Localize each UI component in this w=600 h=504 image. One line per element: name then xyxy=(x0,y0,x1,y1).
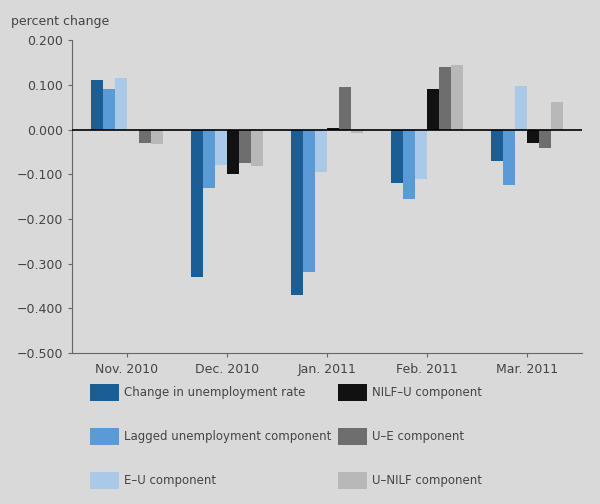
Bar xyxy=(539,130,551,148)
Text: U–NILF component: U–NILF component xyxy=(371,474,482,487)
Bar xyxy=(203,130,215,187)
Bar xyxy=(503,130,515,185)
Bar xyxy=(491,130,503,161)
Bar xyxy=(191,130,203,277)
Bar xyxy=(551,102,563,130)
Bar xyxy=(339,87,351,130)
Bar xyxy=(451,65,463,130)
Bar xyxy=(251,130,263,166)
Text: percent change: percent change xyxy=(11,15,109,28)
Bar xyxy=(427,89,439,130)
Bar xyxy=(115,78,127,130)
Bar xyxy=(391,130,403,183)
Text: E–U component: E–U component xyxy=(124,474,215,487)
FancyBboxPatch shape xyxy=(90,472,119,489)
Bar xyxy=(403,130,415,199)
Text: Change in unemployment rate: Change in unemployment rate xyxy=(124,387,305,399)
Bar xyxy=(327,128,339,130)
Text: Lagged unemployment component: Lagged unemployment component xyxy=(124,429,331,443)
Bar xyxy=(103,89,115,130)
FancyBboxPatch shape xyxy=(338,472,367,489)
Bar xyxy=(151,130,163,144)
Bar xyxy=(527,130,539,143)
FancyBboxPatch shape xyxy=(338,427,367,445)
Bar xyxy=(351,130,363,133)
Bar xyxy=(415,130,427,179)
Bar xyxy=(239,130,251,163)
FancyBboxPatch shape xyxy=(90,384,119,401)
Bar xyxy=(227,130,239,174)
Bar xyxy=(291,130,303,295)
Bar xyxy=(303,130,315,273)
Text: U–E component: U–E component xyxy=(371,429,464,443)
Bar xyxy=(439,67,451,130)
Text: NILF–U component: NILF–U component xyxy=(371,387,482,399)
Bar xyxy=(515,86,527,130)
Bar xyxy=(315,130,327,172)
Bar xyxy=(139,130,151,143)
FancyBboxPatch shape xyxy=(90,427,119,445)
Bar xyxy=(91,81,103,130)
Bar xyxy=(215,130,227,165)
FancyBboxPatch shape xyxy=(338,384,367,401)
